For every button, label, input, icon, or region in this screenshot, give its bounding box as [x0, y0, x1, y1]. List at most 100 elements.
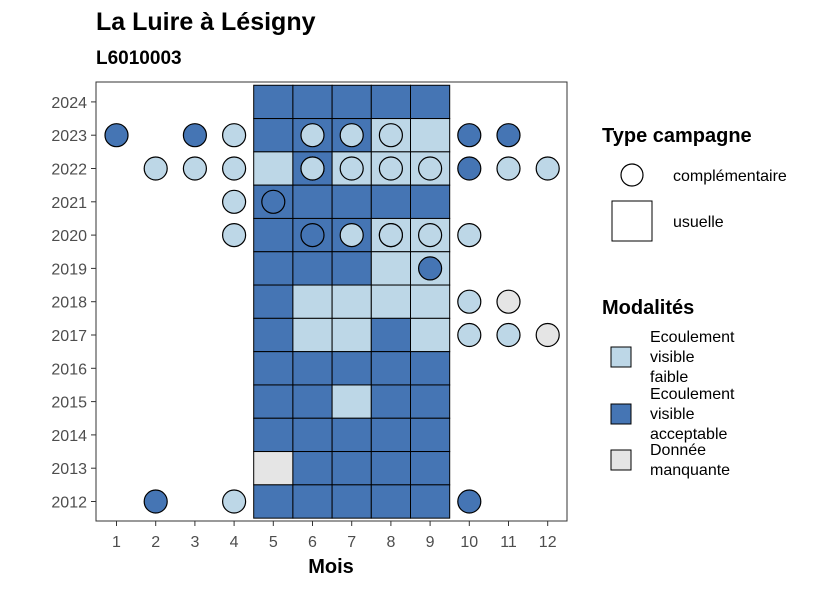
tile-usuelle: [253, 217, 294, 253]
legend-circle-key: [620, 163, 644, 187]
tile-usuelle: [292, 251, 333, 286]
x-tick-label: 8: [386, 534, 395, 551]
tile-usuelle: [410, 417, 451, 453]
tile-usuelle: [253, 484, 294, 519]
tile-usuelle: [292, 84, 333, 120]
tile-usuelle: [370, 484, 411, 519]
tile-usuelle: [292, 417, 333, 453]
point-complementaire: [300, 123, 325, 148]
tile-usuelle: [292, 451, 333, 486]
tile-usuelle: [253, 417, 294, 453]
x-axis-title: Mois: [308, 556, 354, 578]
point-complementaire: [339, 123, 364, 148]
tile-usuelle: [253, 284, 294, 319]
tile-usuelle: [292, 184, 333, 219]
tile-usuelle: [331, 451, 372, 486]
point-complementaire: [222, 156, 247, 181]
tile-usuelle: [253, 118, 294, 153]
legend-modalite-label: Donnée: [650, 442, 706, 459]
tile-usuelle: [253, 84, 294, 120]
tile-usuelle: [292, 317, 333, 353]
tile-usuelle: [410, 384, 451, 419]
tile-usuelle: [370, 284, 411, 319]
tile-usuelle: [253, 251, 294, 286]
point-complementaire: [182, 123, 207, 148]
point-complementaire: [143, 156, 168, 181]
point-complementaire: [300, 156, 325, 181]
y-tick-label: 2021: [51, 195, 87, 212]
point-complementaire: [457, 156, 482, 181]
point-complementaire: [222, 123, 247, 148]
legend-modalite-label: acceptable: [650, 426, 727, 443]
tile-usuelle: [410, 284, 451, 319]
tile-usuelle: [331, 384, 372, 419]
tile-usuelle: [331, 184, 372, 219]
tile-usuelle: [253, 451, 294, 486]
tile-usuelle: [331, 417, 372, 453]
tile-usuelle: [253, 384, 294, 419]
legend-modalite-key: [610, 449, 632, 471]
legend-modalite-label: Ecoulement: [650, 329, 735, 346]
point-complementaire: [104, 123, 129, 148]
point-complementaire: [535, 322, 560, 348]
x-tick-label: 4: [230, 534, 239, 551]
legend-modalite-label: visible: [650, 406, 695, 423]
y-tick-label: 2018: [51, 295, 87, 312]
point-complementaire: [457, 289, 482, 314]
y-tick-label: 2016: [51, 361, 87, 378]
y-tick-label: 2024: [51, 95, 87, 112]
point-complementaire: [457, 123, 482, 148]
tile-usuelle: [253, 151, 294, 186]
x-tick-label: 6: [308, 534, 317, 551]
point-complementaire: [222, 189, 247, 214]
legend-type-label: usuelle: [673, 214, 724, 231]
point-complementaire: [418, 223, 443, 248]
point-complementaire: [378, 156, 403, 181]
tile-usuelle: [370, 184, 411, 219]
x-tick-label: 10: [460, 534, 478, 551]
legend-modalite-key: [610, 346, 632, 368]
tile-usuelle: [410, 451, 451, 486]
point-complementaire: [496, 322, 521, 348]
x-tick-label: 3: [190, 534, 199, 551]
plot-area: 2012 2013 2014 2015 2016 2017 2018 2019 2020 2021…: [51, 81, 568, 551]
tile-usuelle: [370, 317, 411, 353]
legend-modalites-title: Modalités: [602, 297, 694, 319]
tile-usuelle: [331, 251, 372, 286]
x-tick-label: 2: [151, 534, 160, 551]
tile-usuelle: [410, 118, 451, 153]
y-tick-label: 2023: [51, 128, 87, 145]
tile-usuelle: [370, 251, 411, 286]
tile-usuelle: [292, 484, 333, 519]
chart-title: La Luire à Lésigny: [96, 8, 316, 36]
point-complementaire: [457, 322, 482, 348]
point-complementaire: [222, 489, 247, 514]
y-tick-label: 2017: [51, 328, 87, 345]
point-complementaire: [300, 223, 325, 248]
tile-usuelle: [331, 351, 372, 386]
legend-modalite-label: manquante: [650, 462, 730, 479]
y-tick-label: 2013: [51, 461, 87, 478]
tile-usuelle: [410, 317, 451, 353]
tile-usuelle: [370, 84, 411, 120]
tile-usuelle: [292, 284, 333, 319]
point-complementaire: [143, 489, 168, 514]
legend-square-key: [611, 200, 653, 242]
x-tick-label: 12: [539, 534, 557, 551]
x-tick-label: 9: [426, 534, 435, 551]
y-tick-label: 2012: [51, 495, 87, 512]
tile-usuelle: [410, 84, 451, 120]
point-complementaire: [339, 223, 364, 248]
tile-usuelle: [370, 351, 411, 386]
point-complementaire: [182, 156, 207, 181]
legend-type-title: Type campagne: [602, 125, 752, 147]
point-complementaire: [339, 156, 364, 181]
tile-usuelle: [253, 351, 294, 386]
tile-usuelle: [410, 351, 451, 386]
tile-usuelle: [331, 284, 372, 319]
tile-usuelle: [410, 184, 451, 219]
legend-modalite-label: visible: [650, 349, 695, 366]
y-tick-label: 2019: [51, 261, 87, 278]
point-complementaire: [261, 189, 286, 214]
tile-usuelle: [292, 384, 333, 419]
